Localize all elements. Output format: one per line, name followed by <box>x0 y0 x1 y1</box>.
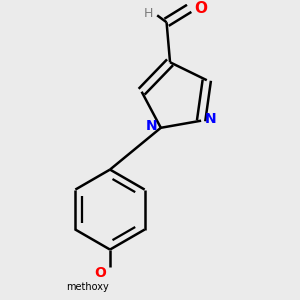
Text: O: O <box>94 266 106 280</box>
Text: methoxy: methoxy <box>66 282 109 292</box>
Text: N: N <box>145 119 157 133</box>
Text: O: O <box>194 1 207 16</box>
Text: N: N <box>205 112 217 126</box>
Text: H: H <box>143 7 153 20</box>
